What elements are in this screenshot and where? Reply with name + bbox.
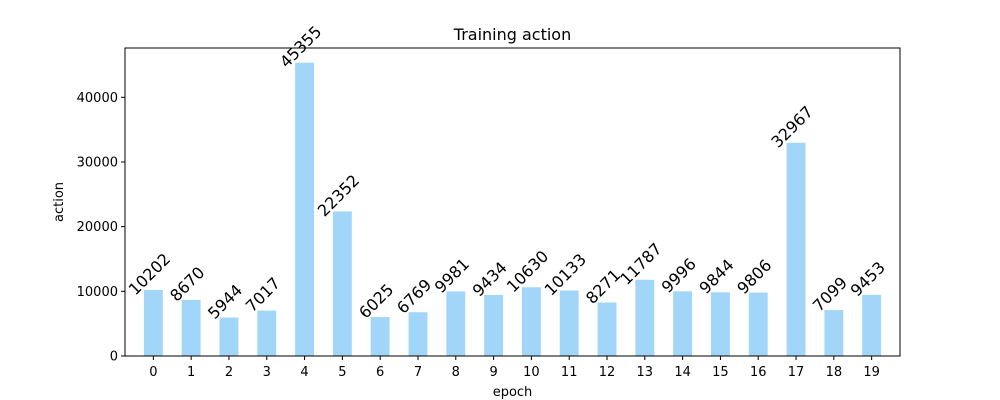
x-axis: 0 1 2 3 4 5 6 7 8 9 10 11 12 13 14 15 16 17 18 19 [149,356,880,380]
bar-value-label: 7017 [242,274,284,316]
x-tick-label: 19 [863,365,880,380]
x-tick-label: 15 [712,365,729,380]
y-axis-label: action [52,182,67,222]
x-tick-label: 9 [489,365,497,380]
x-tick-label: 18 [826,365,843,380]
bar [295,62,315,357]
chart-title: Training action [453,25,571,44]
x-tick-label: 0 [149,365,157,380]
bar [446,291,466,356]
y-tick-label: 0 [110,350,118,365]
bar-value-label: 8670 [166,263,208,305]
bar-value-label: 9453 [847,258,889,300]
bar [219,317,239,356]
x-tick-label: 16 [750,365,767,380]
bar [824,310,844,356]
x-tick-label: 4 [300,365,308,380]
x-tick-label: 10 [523,365,540,380]
y-tick-label: 30000 [77,155,118,170]
bar [370,317,390,356]
x-tick-label: 5 [338,365,346,380]
y-tick-label: 10000 [77,285,118,300]
bar-value-label: 9434 [469,258,511,300]
bar-value-label: 6769 [393,275,435,317]
x-tick-label: 14 [674,365,691,380]
x-tick-label: 7 [414,365,422,380]
bar [710,292,730,356]
bar [635,279,655,356]
x-tick-label: 11 [561,365,578,380]
x-tick-label: 1 [187,365,195,380]
data-labels-layer: 1020286705944701745355223526025676999819… [125,22,889,323]
bar [181,299,201,356]
x-tick-label: 8 [452,365,460,380]
bar [673,291,693,356]
bar [257,310,277,356]
bar-value-label: 8271 [582,266,624,308]
bar-value-label: 9981 [431,254,473,296]
bar-value-label: 9996 [658,254,700,296]
bar [408,312,428,356]
bar [559,290,579,356]
bar [597,302,617,356]
x-tick-label: 6 [376,365,384,380]
bar [521,287,541,356]
bar-value-label: 7099 [809,273,851,315]
plot-area-frame [124,47,901,357]
y-tick-label: 20000 [77,220,118,235]
x-axis-label: epoch [493,385,533,400]
bar [748,292,768,356]
x-tick-label: 3 [263,365,271,380]
bar [143,290,163,356]
bar [332,211,352,356]
bar [862,294,882,356]
y-tick-label: 40000 [77,91,118,106]
x-tick-label: 13 [637,365,654,380]
bar-value-label: 9806 [733,256,775,298]
bar [786,142,806,356]
x-tick-label: 12 [599,365,616,380]
y-axis: 0 10000 20000 30000 40000 [77,91,125,365]
x-tick-label: 2 [225,365,233,380]
bar-value-label: 6025 [355,280,397,322]
bar-value-label: 5944 [204,281,246,323]
x-tick-label: 17 [788,365,805,380]
bars-layer [143,62,882,357]
bar [484,294,504,356]
bar-value-label: 9844 [695,255,737,297]
